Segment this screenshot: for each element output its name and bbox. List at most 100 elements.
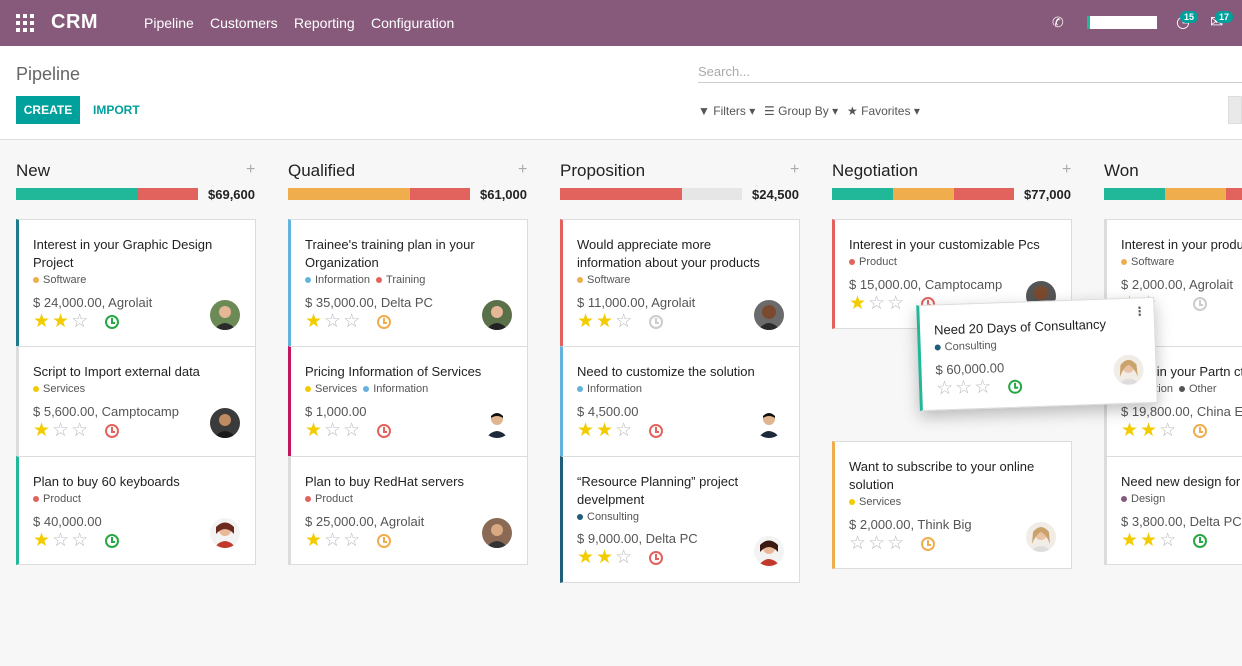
add-card-icon[interactable]: + [790, 161, 800, 178]
star-outline-icon[interactable]: ☆ [343, 530, 363, 551]
priority-stars[interactable]: ★★☆ [1121, 531, 1178, 550]
activity-clock-icon[interactable] [105, 424, 119, 438]
kanban-card[interactable]: Want to subscribe to your online solutio… [832, 441, 1072, 569]
priority-stars[interactable]: ★☆☆ [33, 531, 90, 550]
priority-stars[interactable]: ★☆☆ [305, 531, 362, 550]
star-outline-icon[interactable]: ☆ [324, 311, 344, 332]
kanban-card[interactable]: “Resource Planning” project develpment C… [560, 456, 800, 583]
kanban-card[interactable]: Would appreciate more information about … [560, 219, 800, 347]
star-outline-icon[interactable]: ☆ [887, 293, 907, 314]
priority-stars[interactable]: ★☆☆ [305, 312, 362, 331]
star-outline-icon[interactable]: ☆ [615, 311, 635, 332]
star-outline-icon[interactable]: ☆ [935, 377, 956, 400]
star-icon[interactable]: ★ [1121, 530, 1141, 551]
column-progress-proposition[interactable] [560, 188, 742, 200]
add-card-icon[interactable]: + [1062, 161, 1072, 178]
add-card-icon[interactable]: + [518, 161, 528, 178]
create-button[interactable]: CREATE [16, 96, 80, 124]
card-menu-icon[interactable]: ⋮ [1133, 304, 1146, 319]
star-icon[interactable]: ★ [596, 420, 616, 441]
priority-stars[interactable]: ★★☆ [1121, 421, 1178, 440]
kanban-card[interactable]: Need to customize the solution Informati… [560, 346, 800, 457]
menu-configuration[interactable]: Configuration [371, 15, 455, 31]
star-outline-icon[interactable]: ☆ [868, 533, 888, 554]
star-icon[interactable]: ★ [33, 420, 53, 441]
phone-icon[interactable]: ✆ [1052, 14, 1064, 30]
star-outline-icon[interactable]: ☆ [849, 533, 869, 554]
star-icon[interactable]: ★ [849, 293, 869, 314]
filters-dropdown[interactable]: ▼ Filters ▾ [698, 104, 755, 118]
activity-clock-icon[interactable] [921, 537, 935, 551]
kanban-card[interactable]: Plan to buy 60 keyboards Product $ 40,00… [16, 456, 256, 565]
activity-clock-icon[interactable] [377, 424, 391, 438]
priority-stars[interactable]: ☆☆☆ [935, 376, 994, 400]
priority-stars[interactable]: ★☆☆ [849, 294, 906, 313]
star-icon[interactable]: ★ [33, 530, 53, 551]
kanban-card[interactable]: Need new design for Design $ 3,800.00, D… [1104, 456, 1242, 565]
star-icon[interactable]: ★ [1140, 530, 1160, 551]
star-outline-icon[interactable]: ☆ [324, 420, 344, 441]
column-progress-qualified[interactable] [288, 188, 470, 200]
star-outline-icon[interactable]: ☆ [71, 530, 91, 551]
star-icon[interactable]: ★ [577, 420, 597, 441]
star-icon[interactable]: ★ [305, 311, 325, 332]
activity-clock-icon[interactable] [1007, 379, 1023, 395]
star-icon[interactable]: ★ [596, 547, 616, 568]
activity-clock-icon[interactable] [649, 551, 663, 565]
star-outline-icon[interactable]: ☆ [52, 420, 72, 441]
star-icon[interactable]: ★ [52, 311, 72, 332]
star-icon[interactable]: ★ [305, 420, 325, 441]
group-by-dropdown[interactable]: ☰ Group By ▾ [764, 104, 838, 118]
star-outline-icon[interactable]: ☆ [1159, 530, 1179, 551]
import-button[interactable]: IMPORT [93, 103, 140, 117]
activity-clock-icon[interactable] [1193, 297, 1207, 311]
star-outline-icon[interactable]: ☆ [615, 420, 635, 441]
priority-stars[interactable]: ★★☆ [577, 312, 634, 331]
star-icon[interactable]: ★ [596, 311, 616, 332]
star-icon[interactable]: ★ [577, 311, 597, 332]
star-outline-icon[interactable]: ☆ [973, 376, 994, 399]
star-icon[interactable]: ★ [33, 311, 53, 332]
activity-clock-icon[interactable] [377, 534, 391, 548]
add-card-icon[interactable]: + [246, 161, 256, 178]
favorites-dropdown[interactable]: ★ Favorites ▾ [847, 104, 920, 118]
star-outline-icon[interactable]: ☆ [1159, 420, 1179, 441]
dragged-kanban-card[interactable]: ⋮ Need 20 Days of Consultancy Consulting… [916, 296, 1158, 412]
star-outline-icon[interactable]: ☆ [71, 420, 91, 441]
priority-stars[interactable]: ★★☆ [577, 421, 634, 440]
activity-clock-icon[interactable] [649, 315, 663, 329]
menu-customers[interactable]: Customers [210, 15, 278, 31]
activity-clock-icon[interactable] [1193, 534, 1207, 548]
star-outline-icon[interactable]: ☆ [324, 530, 344, 551]
column-progress-new[interactable] [16, 188, 198, 200]
star-outline-icon[interactable]: ☆ [343, 420, 363, 441]
priority-stars[interactable]: ★★☆ [577, 548, 634, 567]
apps-menu-icon[interactable] [16, 14, 34, 32]
star-icon[interactable]: ★ [1121, 420, 1141, 441]
menu-pipeline[interactable]: Pipeline [144, 15, 194, 31]
star-outline-icon[interactable]: ☆ [52, 530, 72, 551]
activity-clock-icon[interactable] [105, 315, 119, 329]
star-outline-icon[interactable]: ☆ [868, 293, 888, 314]
star-icon[interactable]: ★ [577, 547, 597, 568]
kanban-card[interactable]: Script to Import external data Services … [16, 346, 256, 457]
activity-clock-icon[interactable] [377, 315, 391, 329]
activity-clock-icon[interactable] [649, 424, 663, 438]
user-menu[interactable] [1087, 16, 1157, 29]
priority-stars[interactable]: ☆☆☆ [849, 534, 906, 553]
kanban-card[interactable]: Plan to buy RedHat servers Product $ 25,… [288, 456, 528, 565]
star-outline-icon[interactable]: ☆ [71, 311, 91, 332]
search-input[interactable]: Search... [698, 64, 1242, 83]
star-outline-icon[interactable]: ☆ [343, 311, 363, 332]
star-icon[interactable]: ★ [1140, 420, 1160, 441]
priority-stars[interactable]: ★☆☆ [305, 421, 362, 440]
star-outline-icon[interactable]: ☆ [615, 547, 635, 568]
column-progress-won[interactable] [1104, 188, 1242, 200]
kanban-card[interactable]: Pricing Information of Services Services… [288, 346, 528, 457]
activity-clock-icon[interactable] [105, 534, 119, 548]
star-outline-icon[interactable]: ☆ [887, 533, 907, 554]
view-switcher[interactable] [1228, 96, 1242, 124]
column-progress-negotiation[interactable] [832, 188, 1014, 200]
star-outline-icon[interactable]: ☆ [954, 377, 975, 399]
priority-stars[interactable]: ★★☆ [33, 312, 90, 331]
